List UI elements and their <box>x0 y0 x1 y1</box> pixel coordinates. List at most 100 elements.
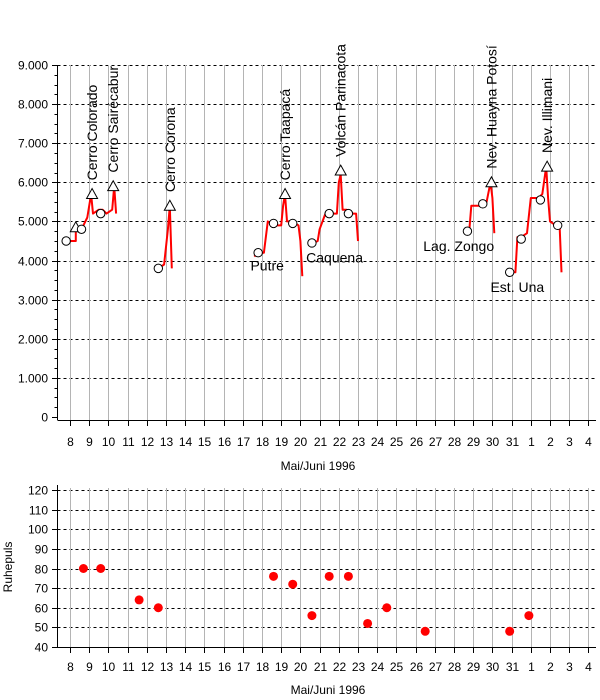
pulse-point <box>134 595 144 605</box>
camp-annotation: Lag. Zongo <box>423 238 494 254</box>
pulse-x-tick-label: 2 <box>547 660 554 674</box>
altitude-x-tick-label: 28 <box>448 435 462 449</box>
altitude-markers <box>61 160 563 277</box>
pulse-x-tick-label: 1 <box>528 660 535 674</box>
pulse-x-tick-label: 10 <box>102 660 116 674</box>
altitude-x-tick-label: 19 <box>275 435 289 449</box>
camp-marker-circle <box>153 263 164 274</box>
camp-marker-circle <box>96 208 106 219</box>
altitude-y-tick-label: 9.000 <box>18 59 48 73</box>
pulse-x-tick-label: 31 <box>506 660 520 674</box>
altitude-profile-segment <box>463 181 496 235</box>
altitude-x-tick-label: 27 <box>429 435 443 449</box>
pulse-x-tick-label: 8 <box>67 660 74 674</box>
altitude-x-tick-label: 1 <box>528 435 535 449</box>
camp-marker-circle <box>462 226 473 236</box>
pulse-x-tick-label: 20 <box>294 660 308 674</box>
camp-marker-circle <box>288 218 298 229</box>
pulse-y-tick-label: 120 <box>28 484 48 498</box>
pulse-point <box>382 603 392 613</box>
altitude-x-tick-label: 29 <box>467 435 481 449</box>
altitude-x-tick-label: 26 <box>410 435 424 449</box>
pulse-axes <box>57 485 596 648</box>
altitude-x-tick-label: 13 <box>160 435 174 449</box>
altitude-x-axis-label: Mai/Juni 1996 <box>281 459 356 473</box>
pulse-x-tick-label: 26 <box>410 660 424 674</box>
pulse-x-tick-label: 22 <box>333 660 347 674</box>
altitude-profile-segment <box>253 193 304 277</box>
pulse-point <box>269 571 279 581</box>
altitude-y-tick-label: 1.000 <box>18 372 48 386</box>
altitude-y-tick-label: 8.000 <box>18 98 48 112</box>
altitude-x-tick-label: 31 <box>506 435 520 449</box>
altitude-x-tick-label: 4 <box>585 435 592 449</box>
pulse-x-tick-label: 30 <box>486 660 500 674</box>
altitude-gridlines <box>57 65 596 420</box>
altitude-profile-segment <box>509 165 563 274</box>
altitude-y-tick-label: 2.000 <box>18 333 48 347</box>
summit-marker-triangle <box>106 179 120 192</box>
pulse-x-tick-label: 18 <box>256 660 270 674</box>
pulse-point <box>96 564 106 573</box>
pulse-x-tick-label: 28 <box>448 660 462 674</box>
pulse-x-tick-label: 24 <box>371 660 385 674</box>
pulse-y-tick-label: 110 <box>29 504 48 518</box>
summit-marker-triangle <box>85 187 99 199</box>
camp-marker-circle <box>343 208 354 219</box>
pulse-x-tick-label: 11 <box>122 660 135 674</box>
altitude-x-tick-label: 30 <box>486 435 500 449</box>
summit-annotation: Nev. Huayna Potosí <box>483 45 499 169</box>
pulse-y-tick-label: 50 <box>35 621 49 635</box>
altitude-x-tick-label: 24 <box>371 435 385 449</box>
pulse-point <box>153 603 163 613</box>
summit-annotation: Nev. Illimani <box>539 78 555 153</box>
altitude-x-tick-label: 11 <box>122 435 135 449</box>
pulse-x-tick-label: 17 <box>237 660 251 674</box>
camp-marker-circle <box>535 195 546 205</box>
camp-marker-circle <box>76 224 87 234</box>
camp-annotation: Putre <box>250 257 284 273</box>
altitude-y-tick-label: 4.000 <box>18 255 48 269</box>
altitude-x-tick-label: 8 <box>67 435 74 449</box>
altitude-chart: 0 1.000 2.000 3.000 4.000 5.000 6.000 7.000 8.00… <box>18 44 596 473</box>
altitude-x-tick-label: 9 <box>86 435 93 449</box>
pulse-point <box>363 618 373 628</box>
pulse-x-axis-label: Mai/Juni 1996 <box>291 683 366 697</box>
altitude-y-tick-label: 5.000 <box>18 215 48 229</box>
altitude-x-tick-label: 3 <box>566 435 573 449</box>
altitude-x-tick-label: 22 <box>333 435 347 449</box>
pulse-y-tick-label: 80 <box>35 563 49 577</box>
camp-marker-circle <box>253 248 263 258</box>
altitude-x-tick-label: 25 <box>390 435 404 449</box>
pulse-x-tick-label: 27 <box>429 660 443 674</box>
camp-marker-circle <box>307 238 317 248</box>
pulse-y-tick-label: 90 <box>35 543 49 557</box>
altitude-x-tick-label: 15 <box>198 435 212 449</box>
altitude-axes <box>57 65 596 421</box>
altitude-y-tick-label: 6.000 <box>18 176 48 190</box>
pulse-y-tick-label: 40 <box>35 641 49 655</box>
summit-annotation: Volcán Parinacota <box>333 44 349 157</box>
pulse-y-axis-label: Ruhepuls <box>1 542 15 593</box>
pulse-point <box>78 564 88 573</box>
summit-annotation: Cerro Colorado <box>84 84 100 180</box>
pulse-x-tick-label: 23 <box>352 660 366 674</box>
camp-marker-circle <box>268 218 279 229</box>
pulse-x-tick-labels: 8 9 10 11 12 13 14 15 16 17 18 19 20 21 22 23 24 25 26 27 28… <box>67 647 592 674</box>
pulse-points <box>78 564 534 636</box>
altitude-x-tick-label: 12 <box>141 435 155 449</box>
summit-marker-triangle <box>163 199 177 211</box>
summit-marker-triangle <box>334 164 348 176</box>
camp-annotation: Est. Una <box>490 279 544 295</box>
camp-marker-circle <box>478 199 488 209</box>
pulse-x-tick-label: 19 <box>275 660 289 674</box>
pulse-point <box>505 626 515 636</box>
altitude-annotations: Cerro Colorado Cerro Sairécabur Cerro Coro… <box>84 44 555 295</box>
altitude-y-tick-label: 7.000 <box>18 137 48 151</box>
summit-annotation: Cerro Sairécabur <box>105 66 121 173</box>
altitude-y-tick-label: 3.000 <box>18 294 48 308</box>
altitude-x-tick-label: 20 <box>294 435 308 449</box>
pulse-point <box>343 571 353 581</box>
